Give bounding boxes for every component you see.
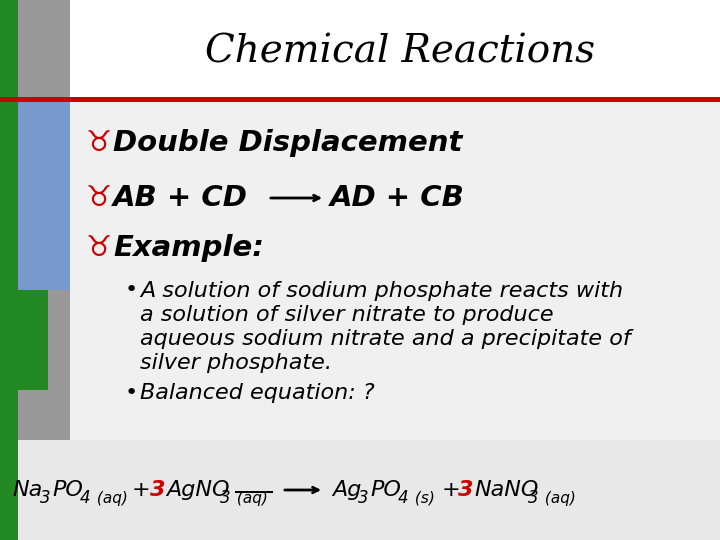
Text: (aq): (aq) [92,490,128,505]
Text: 3: 3 [458,480,474,500]
Text: Ag: Ag [332,480,361,500]
Text: 3: 3 [220,489,230,507]
Text: Chemical Reactions: Chemical Reactions [205,33,595,71]
Bar [235,491,273,493]
Text: ♉: ♉ [85,184,111,212]
Text: •: • [125,383,138,403]
Bar [18,290,48,390]
Text: (aq): (aq) [232,490,268,505]
Text: A solution of sodium phosphate reacts with: A solution of sodium phosphate reacts wi… [140,281,623,301]
Text: Balanced equation: ?: Balanced equation: ? [140,383,374,403]
Text: ♉: ♉ [85,129,111,157]
Text: 3: 3 [528,489,539,507]
Bar [18,100,70,290]
Text: AB + CD: AB + CD [113,184,248,212]
Bar [0,0,18,540]
Text: a solution of silver nitrate to produce: a solution of silver nitrate to produce [140,305,554,325]
Text: Na: Na [12,480,42,500]
Text: 3: 3 [150,480,166,500]
Text: 4: 4 [398,489,409,507]
Text: +: + [132,480,150,500]
Text: 3: 3 [40,489,50,507]
Text: (aq): (aq) [540,490,576,505]
Text: (s): (s) [410,490,435,505]
Text: silver phosphate.: silver phosphate. [140,353,332,373]
Text: 3: 3 [358,489,369,507]
Text: NaNO: NaNO [474,480,539,500]
Text: AgNO: AgNO [166,480,230,500]
Text: ♉: ♉ [85,234,111,262]
Text: PO: PO [52,480,83,500]
Bar [0,0,70,540]
Bar [0,97,720,102]
Text: Double Displacement: Double Displacement [113,129,462,157]
Text: aqueous sodium nitrate and a precipitate of: aqueous sodium nitrate and a precipitate… [140,329,631,349]
Text: +: + [442,480,461,500]
Text: AD + CB: AD + CB [330,184,465,212]
Text: •: • [125,280,138,300]
Text: 4: 4 [80,489,91,507]
Text: PO: PO [370,480,401,500]
Bar [0,440,720,540]
Bar [70,100,720,440]
Text: Example:: Example: [113,234,264,262]
Bar [70,0,720,100]
